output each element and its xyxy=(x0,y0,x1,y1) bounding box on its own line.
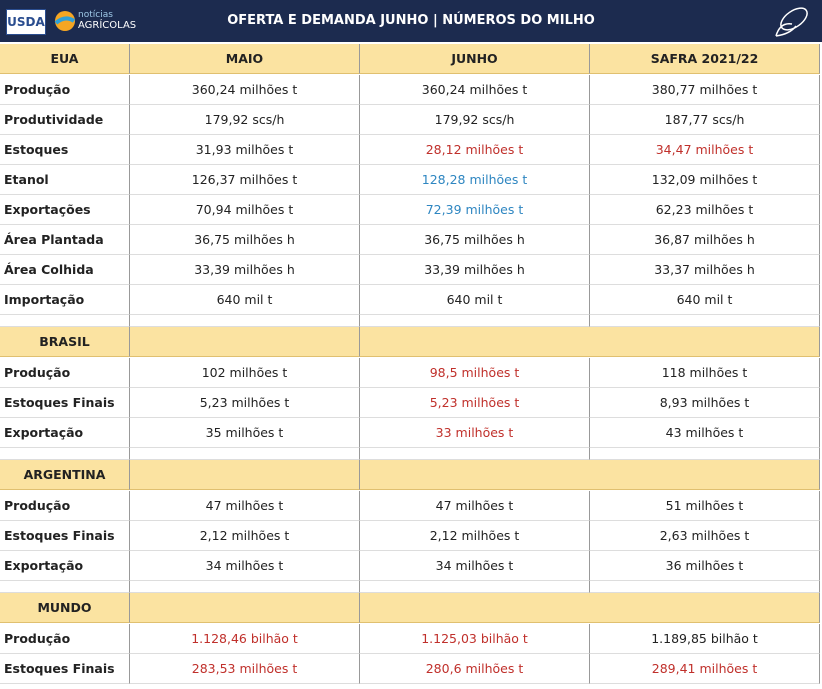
corn-icon xyxy=(775,7,808,37)
section-label: ARGENTINA xyxy=(0,460,130,490)
value-cell: 70,94 milhões t xyxy=(130,195,360,225)
column-header: JUNHO xyxy=(360,44,590,74)
value-cell: 2,12 milhões t xyxy=(130,521,360,551)
row-label: Estoques xyxy=(0,135,130,165)
row-label: Etanol xyxy=(0,165,130,195)
spacer xyxy=(590,315,820,327)
value-cell: 640 mil t xyxy=(590,285,820,315)
na-icon xyxy=(54,11,76,31)
value-cell: 36,75 milhões h xyxy=(360,225,590,255)
row-label: Exportações xyxy=(0,195,130,225)
section-fill xyxy=(360,327,820,357)
value-cell: 102 milhões t xyxy=(130,358,360,388)
section-label: EUA xyxy=(0,44,130,74)
spacer xyxy=(130,581,360,593)
spacer xyxy=(590,581,820,593)
value-cell: 51 milhões t xyxy=(590,491,820,521)
spacer xyxy=(360,315,590,327)
value-cell: 179,92 scs/h xyxy=(360,105,590,135)
header-bar: USDA notícias AGRÍCOLAS OFERTA E DEMANDA… xyxy=(0,0,822,42)
value-cell: 33,39 milhões h xyxy=(360,255,590,285)
section-label: MUNDO xyxy=(0,593,130,623)
usda-logo: USDA xyxy=(6,9,46,35)
na-logo-top: notícias xyxy=(78,10,113,20)
value-cell: 47 milhões t xyxy=(360,491,590,521)
value-cell: 640 mil t xyxy=(360,285,590,315)
spacer xyxy=(0,315,130,327)
value-cell: 1.128,46 bilhão t xyxy=(130,624,360,654)
value-cell: 5,23 milhões t xyxy=(130,388,360,418)
value-cell: 98,5 milhões t xyxy=(360,358,590,388)
row-label: Área Plantada xyxy=(0,225,130,255)
section-fill xyxy=(130,593,360,623)
value-cell: 47 milhões t xyxy=(130,491,360,521)
row-label: Área Colhida xyxy=(0,255,130,285)
value-cell: 1.189,85 bilhão t xyxy=(590,624,820,654)
value-cell: 640 mil t xyxy=(130,285,360,315)
value-cell: 126,37 milhões t xyxy=(130,165,360,195)
row-label: Produção xyxy=(0,491,130,521)
value-cell: 31,93 milhões t xyxy=(130,135,360,165)
row-label: Exportação xyxy=(0,551,130,581)
row-label: Estoques Finais xyxy=(0,654,130,684)
value-cell: 28,12 milhões t xyxy=(360,135,590,165)
row-label: Produção xyxy=(0,358,130,388)
value-cell: 34,47 milhões t xyxy=(590,135,820,165)
value-cell: 36 milhões t xyxy=(590,551,820,581)
spacer xyxy=(0,448,130,460)
section-fill xyxy=(130,327,360,357)
value-cell: 43 milhões t xyxy=(590,418,820,448)
row-label: Produtividade xyxy=(0,105,130,135)
value-cell: 128,28 milhões t xyxy=(360,165,590,195)
row-label: Estoques Finais xyxy=(0,388,130,418)
na-logo-bottom: AGRÍCOLAS xyxy=(78,20,137,31)
value-cell: 2,12 milhões t xyxy=(360,521,590,551)
value-cell: 8,93 milhões t xyxy=(590,388,820,418)
section-fill xyxy=(130,460,360,490)
spacer xyxy=(0,581,130,593)
value-cell: 36,75 milhões h xyxy=(130,225,360,255)
value-cell: 2,63 milhões t xyxy=(590,521,820,551)
spacer xyxy=(360,448,590,460)
value-cell: 1.125,03 bilhão t xyxy=(360,624,590,654)
row-label: Produção xyxy=(0,75,130,105)
value-cell: 380,77 milhões t xyxy=(590,75,820,105)
column-header: SAFRA 2021/22 xyxy=(590,44,820,74)
value-cell: 34 milhões t xyxy=(360,551,590,581)
value-cell: 118 milhões t xyxy=(590,358,820,388)
value-cell: 62,23 milhões t xyxy=(590,195,820,225)
title: OFERTA E DEMANDA JUNHO | NÚMEROS DO MILH… xyxy=(227,13,595,28)
value-cell: 33 milhões t xyxy=(360,418,590,448)
value-cell: 35 milhões t xyxy=(130,418,360,448)
value-cell: 283,53 milhões t xyxy=(130,654,360,684)
value-cell: 289,41 milhões t xyxy=(590,654,820,684)
spacer xyxy=(360,581,590,593)
value-cell: 33,39 milhões h xyxy=(130,255,360,285)
row-label: Produção xyxy=(0,624,130,654)
column-header: MAIO xyxy=(130,44,360,74)
spacer xyxy=(590,448,820,460)
value-cell: 187,77 scs/h xyxy=(590,105,820,135)
value-cell: 34 milhões t xyxy=(130,551,360,581)
row-label: Exportação xyxy=(0,418,130,448)
value-cell: 5,23 milhões t xyxy=(360,388,590,418)
section-fill xyxy=(360,593,820,623)
row-label: Importação xyxy=(0,285,130,315)
spacer xyxy=(130,448,360,460)
row-label: Estoques Finais xyxy=(0,521,130,551)
spacer xyxy=(130,315,360,327)
value-cell: 132,09 milhões t xyxy=(590,165,820,195)
value-cell: 360,24 milhões t xyxy=(130,75,360,105)
value-cell: 72,39 milhões t xyxy=(360,195,590,225)
value-cell: 36,87 milhões h xyxy=(590,225,820,255)
section-fill xyxy=(360,460,820,490)
section-label: BRASIL xyxy=(0,327,130,357)
value-cell: 33,37 milhões h xyxy=(590,255,820,285)
value-cell: 360,24 milhões t xyxy=(360,75,590,105)
value-cell: 280,6 milhões t xyxy=(360,654,590,684)
value-cell: 179,92 scs/h xyxy=(130,105,360,135)
